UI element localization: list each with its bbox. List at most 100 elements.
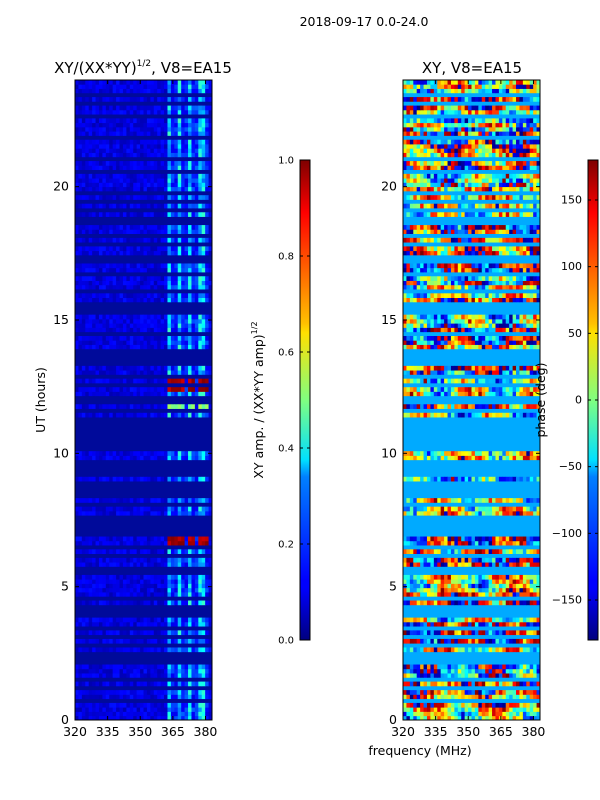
- phase-cell: [464, 412, 469, 418]
- amplitude-cell: [208, 122, 212, 128]
- amplitude-cell: [85, 195, 90, 200]
- amplitude-cell: [122, 144, 127, 149]
- amplitude-cell: [136, 152, 141, 158]
- amplitude-cell: [160, 323, 165, 328]
- amplitude-cell: [85, 715, 90, 720]
- phase-cell: [498, 664, 503, 670]
- amplitude-cell: [129, 246, 134, 252]
- amplitude-cell: [146, 88, 151, 94]
- phase-cell: [481, 557, 486, 563]
- amplitude-cell: [122, 707, 127, 712]
- amplitude-cell: [85, 600, 90, 606]
- phase-cell: [416, 506, 421, 512]
- amplitude-cell: [78, 109, 83, 115]
- amplitude-cell: [129, 621, 134, 627]
- amplitude-cell: [191, 592, 196, 597]
- phase-cell: [440, 412, 445, 418]
- amplitude-cell: [75, 647, 79, 653]
- amplitude-cell: [194, 647, 199, 653]
- amplitude-cell: [105, 574, 110, 580]
- amplitude-cell: [129, 323, 134, 328]
- amplitude-cell: [109, 105, 114, 111]
- amplitude-cell: [208, 97, 212, 102]
- phase-cell: [461, 681, 466, 687]
- amplitude-cell: [140, 630, 144, 636]
- amplitude-cell: [122, 126, 127, 132]
- phase-cell: [464, 344, 469, 350]
- amplitude-cell: [119, 148, 124, 153]
- amplitude-cell: [191, 122, 196, 128]
- amplitude-cell: [133, 126, 138, 132]
- amplitude-cell: [160, 336, 165, 341]
- amplitude-cell: [146, 681, 151, 687]
- phase-cell: [461, 617, 466, 623]
- amplitude-cell: [205, 267, 209, 273]
- phase-cell: [420, 668, 424, 674]
- phase-cell: [416, 583, 421, 589]
- amplitude-cell: [116, 617, 120, 623]
- amplitude-cell: [146, 562, 151, 567]
- amplitude-cell: [133, 344, 138, 350]
- amplitude-cell: [201, 182, 206, 188]
- phase-cell: [450, 702, 455, 708]
- amplitude-cell: [191, 88, 196, 94]
- phase-cell: [444, 562, 448, 567]
- amplitude-cell: [170, 97, 175, 102]
- phase-cell: [478, 690, 483, 695]
- amplitude-cell: [98, 327, 103, 333]
- amplitude-cell: [194, 131, 199, 136]
- phase-cell: [512, 404, 517, 409]
- amplitude-cell: [153, 293, 158, 298]
- phase-cell: [512, 681, 517, 687]
- phase-cell: [488, 694, 493, 700]
- amplitude-cell: [191, 165, 196, 170]
- amplitude-cell: [95, 122, 100, 128]
- phase-cell: [478, 344, 483, 350]
- amplitude-cell: [153, 365, 158, 371]
- amplitude-cell: [150, 498, 155, 503]
- amplitude-cell: [98, 600, 103, 606]
- amplitude-cell: [170, 144, 175, 149]
- phase-cell: [447, 370, 452, 375]
- phase-cell: [495, 387, 500, 392]
- amplitude-cell: [98, 297, 103, 303]
- amplitude-cell: [194, 212, 199, 217]
- phase-cell: [403, 455, 407, 461]
- phase-cell: [403, 574, 407, 580]
- amplitude-cell: [198, 549, 203, 554]
- phase-cell: [444, 664, 448, 670]
- amplitude-cell: [112, 118, 117, 124]
- amplitude-cell: [122, 131, 127, 136]
- amplitude-cell: [146, 702, 151, 708]
- phase-cell: [423, 391, 428, 397]
- phase-cell: [416, 327, 421, 333]
- amplitude-cell: [146, 370, 151, 375]
- phase-cell: [461, 506, 466, 512]
- phase-cell: [457, 540, 462, 546]
- amplitude-cell: [153, 707, 158, 712]
- phase-cell: [457, 647, 462, 653]
- phase-cell: [519, 621, 524, 627]
- amplitude-cell: [153, 327, 158, 333]
- amplitude-cell: [122, 711, 127, 717]
- amplitude-cell: [92, 455, 96, 461]
- phase-cell: [502, 557, 507, 563]
- amplitude-cell: [174, 118, 179, 124]
- amplitude-cell: [78, 365, 83, 371]
- amplitude-cell: [105, 195, 110, 200]
- amplitude-cell: [116, 318, 120, 324]
- phase-cell: [498, 702, 503, 708]
- amplitude-cell: [160, 579, 165, 584]
- phase-cell: [437, 451, 442, 456]
- phase-cell: [526, 664, 531, 670]
- amplitude-cell: [167, 365, 172, 371]
- amplitude-cell: [95, 118, 100, 124]
- phase-cell: [420, 336, 424, 341]
- phase-cell: [403, 600, 407, 606]
- amplitude-cell: [129, 178, 134, 183]
- amplitude-cell: [112, 592, 117, 597]
- amplitude-cell: [177, 510, 182, 516]
- phase-cell: [529, 592, 534, 597]
- amplitude-cell: [146, 173, 151, 179]
- amplitude-cell: [75, 293, 79, 298]
